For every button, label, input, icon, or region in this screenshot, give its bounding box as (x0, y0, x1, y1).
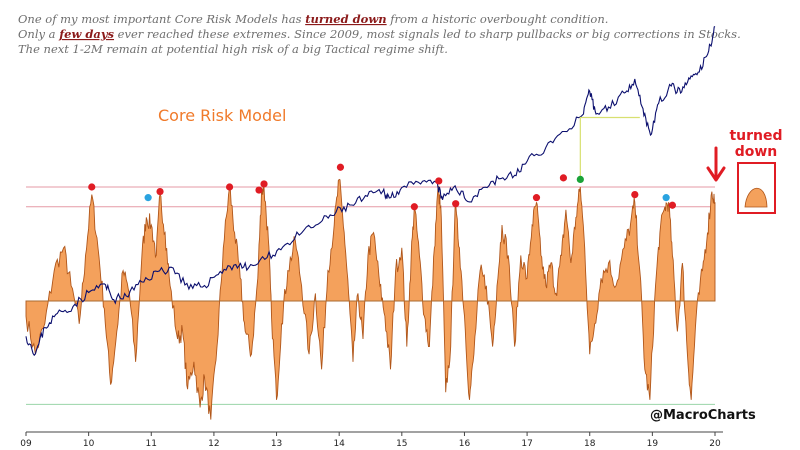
signal-dot-red (260, 180, 268, 188)
down-arrow-icon (706, 146, 726, 182)
x-tick-label: 12 (208, 439, 219, 449)
signal-dot-red (88, 183, 96, 191)
note-line-3: The next 1-2M remain at potential high r… (18, 42, 448, 56)
author-handle: @MacroCharts (650, 408, 756, 423)
signal-dot-green (576, 175, 584, 183)
signal-dot-red (452, 200, 460, 208)
inset-box (737, 162, 776, 214)
signal-dot-red (631, 191, 639, 199)
x-tick-label: 10 (83, 439, 95, 449)
turned-down-annotation: turned down (706, 128, 783, 214)
signal-dots (88, 163, 677, 211)
note-3-text: The next 1-2M remain at potential high r… (18, 42, 448, 56)
note-line-1: One of my most important Core Risk Model… (18, 12, 608, 26)
annotation-down: down (735, 144, 778, 160)
signal-dot-red (435, 177, 443, 185)
note-2-text-b: ever reached these extremes. Since 2009,… (114, 27, 741, 41)
stock-index-line (25, 26, 716, 357)
x-tick-label: 20 (709, 439, 721, 449)
x-tick-label: 13 (271, 439, 282, 449)
x-tick-label: 11 (146, 439, 157, 449)
note-line-2: Only a few days ever reached these extre… (18, 27, 741, 41)
signal-dot-red (410, 203, 418, 211)
note-1-text-a: One of my most important Core Risk Model… (18, 12, 305, 26)
signal-connector-line (579, 116, 640, 180)
x-tick-label: 14 (333, 439, 345, 449)
signal-dot-red (225, 183, 234, 191)
oscillator-area-path (25, 178, 716, 420)
signal-dot-red (532, 194, 541, 202)
reference-bands (26, 186, 715, 405)
note-2-emphasis: few days (58, 27, 114, 41)
signal-dot-blue (144, 194, 152, 202)
x-tick-label: 18 (584, 439, 596, 449)
x-tick-label: 09 (20, 439, 32, 449)
x-tick-label: 17 (521, 439, 532, 449)
note-1-text-b: from a historic overbought condition. (387, 12, 609, 26)
signal-dot-red (156, 187, 164, 196)
note-1-emphasis: turned down (305, 12, 386, 26)
x-tick-label: 15 (396, 439, 407, 449)
note-2-text-a: Only a (18, 27, 59, 41)
index-line-group (25, 26, 716, 357)
oscillator-area (25, 178, 716, 420)
annotation-turned: turned (729, 128, 782, 144)
signal-dot-red (336, 163, 345, 171)
commentary-notes: One of my most important Core Risk Model… (18, 12, 741, 56)
signal-dot-red (255, 186, 263, 194)
signal-dot-red (559, 174, 568, 182)
chart-title: Core Risk Model (158, 106, 286, 125)
x-tick-label: 19 (647, 439, 659, 449)
x-axis: 09 10 11 12 13 14 15 16 17 18 19 20 (20, 431, 723, 449)
x-tick-label: 16 (459, 439, 471, 449)
inset-peak-shape (744, 187, 768, 208)
signal-dot-red (668, 201, 677, 209)
signal-dot-blue (662, 194, 670, 202)
